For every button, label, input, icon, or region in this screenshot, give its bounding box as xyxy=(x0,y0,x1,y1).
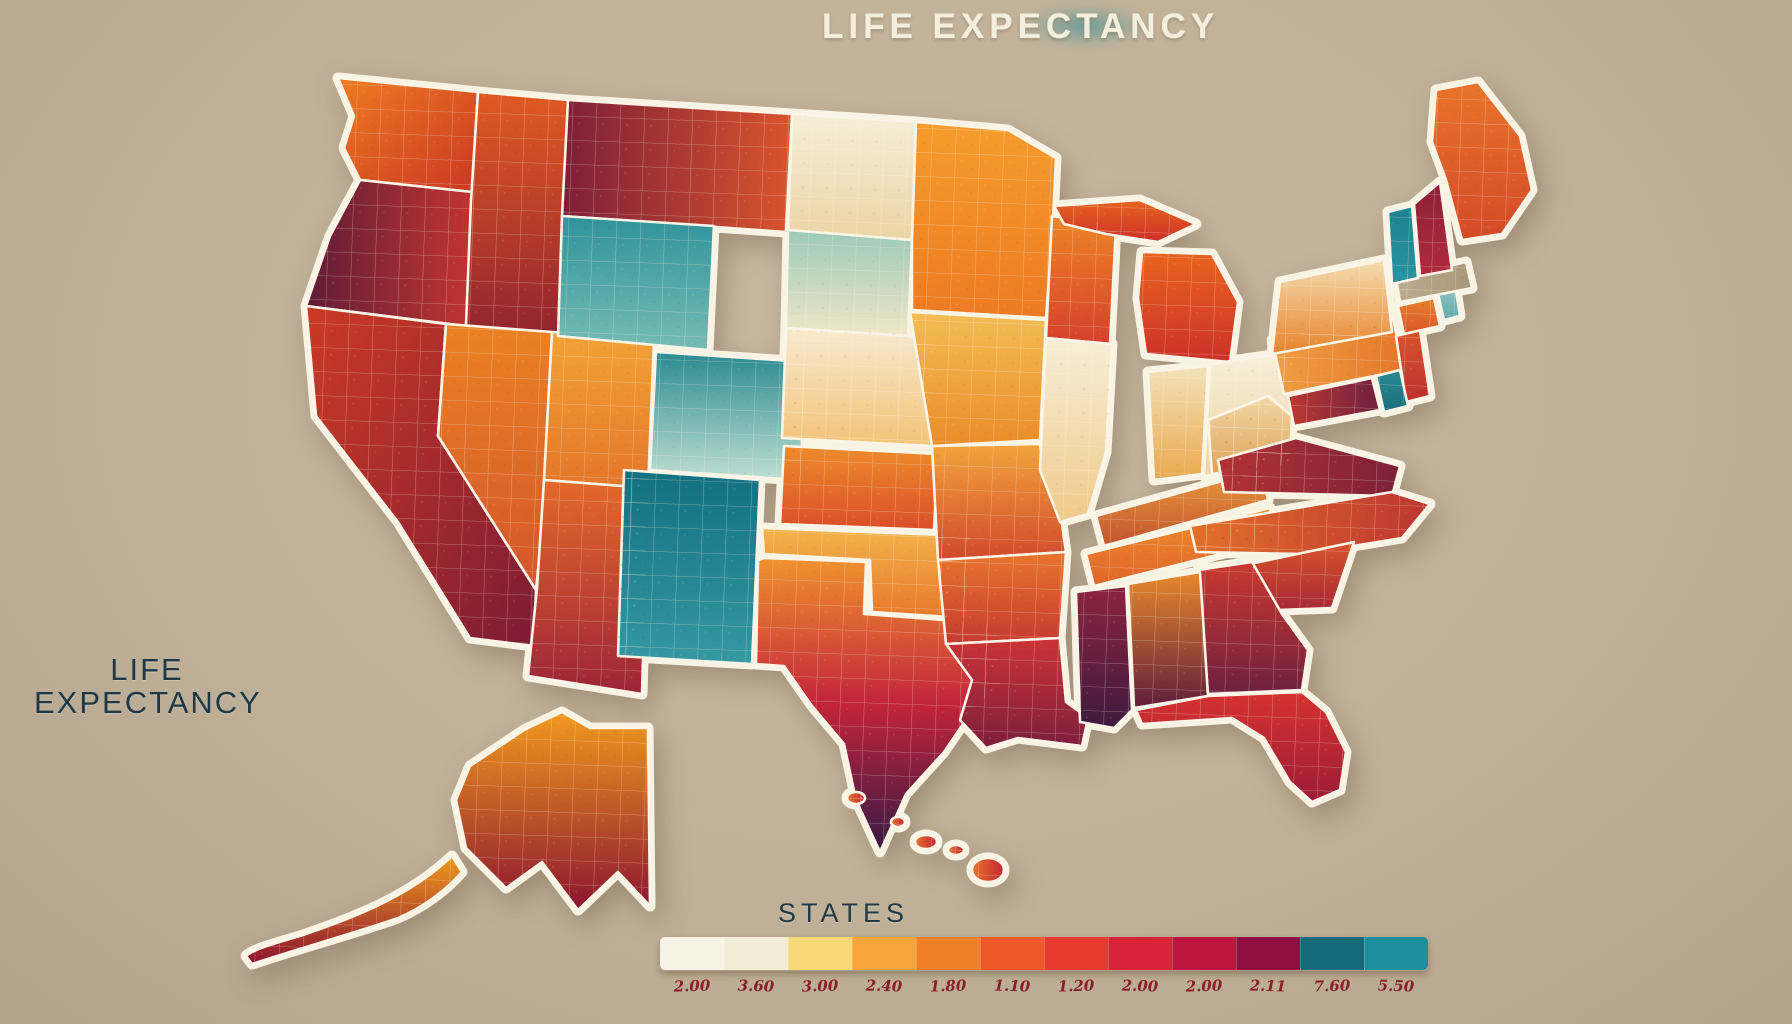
state-texture xyxy=(306,306,536,646)
state-texture xyxy=(1250,542,1354,610)
state-texture xyxy=(1398,298,1440,334)
state-texture xyxy=(910,312,1046,446)
legend-tick: 5.50 xyxy=(1377,976,1415,996)
state-texture xyxy=(932,444,1066,560)
legend-segment xyxy=(788,937,852,970)
legend-segment xyxy=(916,937,980,970)
side-label-line1: LIFE xyxy=(110,652,184,687)
state-texture xyxy=(562,100,792,232)
page-title: LIFE EXPECTANCY xyxy=(822,7,1220,46)
state-texture xyxy=(306,180,472,326)
legend-segment xyxy=(1108,937,1172,970)
legend-segment xyxy=(660,937,724,970)
state-texture xyxy=(1046,216,1116,344)
state-texture xyxy=(847,792,1004,882)
side-label-line2: EXPECTANCY xyxy=(34,684,262,720)
state-texture xyxy=(786,230,912,336)
legend-segment xyxy=(1364,937,1428,970)
state-texture xyxy=(438,324,552,590)
legend-segment xyxy=(1236,937,1300,970)
legend-tick: 7.60 xyxy=(1313,976,1351,996)
legend-tick: 1.80 xyxy=(929,976,967,996)
legend-title: STATES xyxy=(778,898,910,928)
state-texture xyxy=(780,446,938,530)
state-texture xyxy=(1396,262,1472,302)
state-texture xyxy=(1040,338,1112,522)
state-texture xyxy=(1190,492,1430,554)
state-texture xyxy=(788,114,916,240)
state-texture xyxy=(1396,330,1430,402)
state-texture xyxy=(912,122,1056,318)
legend-color-scale xyxy=(660,937,1428,970)
legend-segment xyxy=(852,937,916,970)
legend-tick-labels: 2.00 3.60 3.00 2.40 1.80 1.10 1.20 2.00 2.00 2.11… xyxy=(660,976,1428,996)
legend-tick: 1.20 xyxy=(1057,976,1095,996)
state-texture xyxy=(1076,586,1132,728)
state-texture xyxy=(1128,572,1208,708)
state-texture xyxy=(650,352,806,480)
legend-segment xyxy=(1172,937,1236,970)
state-texture xyxy=(1432,82,1532,240)
side-label: LIFE EXPECTANCY xyxy=(34,652,262,720)
legend-segment xyxy=(1300,937,1364,970)
county-mosaic-texture xyxy=(246,78,1532,964)
state-texture xyxy=(1288,378,1380,426)
state-texture xyxy=(1376,370,1408,412)
state-texture xyxy=(946,638,1088,748)
legend-tick: 3.60 xyxy=(737,976,775,996)
legend-segment xyxy=(1044,937,1108,970)
legend-tick: 2.00 xyxy=(1185,976,1223,996)
state-texture xyxy=(246,712,650,964)
title-teal-glow xyxy=(1020,4,1150,48)
state-texture xyxy=(1136,692,1346,802)
state-texture xyxy=(338,78,478,192)
legend-tick: 2.40 xyxy=(865,976,903,996)
legend-tick: 3.00 xyxy=(801,976,839,996)
state-texture xyxy=(782,328,936,446)
state-texture xyxy=(1054,200,1238,362)
state-texture xyxy=(1148,366,1208,480)
state-texture xyxy=(756,558,1000,852)
legend-tick: 1.10 xyxy=(993,976,1031,996)
legend-segment xyxy=(724,937,788,970)
state-texture xyxy=(762,528,970,618)
state-texture xyxy=(466,92,568,334)
legend-segment xyxy=(980,937,1044,970)
legend-tick: 2.11 xyxy=(1249,976,1287,996)
state-texture xyxy=(1198,562,1308,694)
state-texture xyxy=(618,470,760,664)
legend-tick: 2.00 xyxy=(673,976,711,996)
state-texture xyxy=(1388,206,1418,284)
state-texture xyxy=(1438,290,1460,320)
state-texture xyxy=(1208,396,1292,474)
state-texture xyxy=(544,332,654,488)
state-texture xyxy=(938,552,1066,644)
state-texture xyxy=(1414,182,1452,276)
legend-tick: 2.00 xyxy=(1121,976,1159,996)
state-texture xyxy=(1272,260,1392,354)
state-texture xyxy=(558,216,714,350)
state-texture xyxy=(528,480,648,694)
